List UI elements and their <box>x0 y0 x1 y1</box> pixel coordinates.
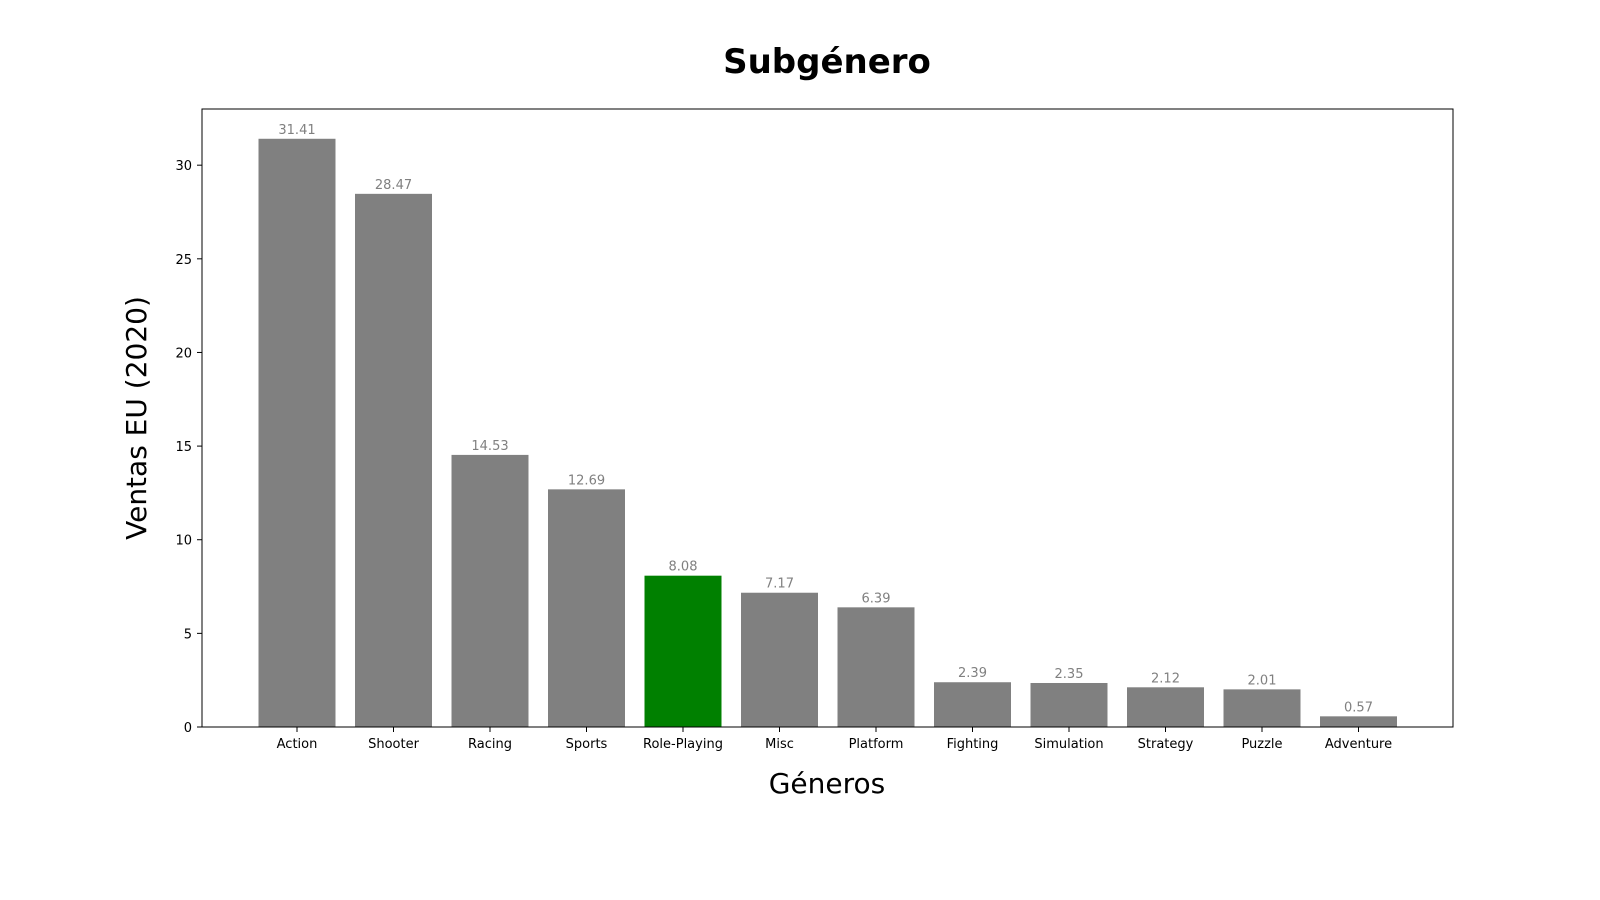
data-label-fighting: 2.39 <box>958 666 987 681</box>
data-label-adventure: 0.57 <box>1344 700 1373 715</box>
y-tick-label-10: 10 <box>175 534 192 549</box>
data-label-platform: 6.39 <box>862 591 891 606</box>
y-axis-label: Ventas EU (2020) <box>120 296 153 540</box>
chart-title: Subgénero <box>723 42 931 82</box>
bar-simulation <box>1030 682 1108 727</box>
data-label-misc: 7.17 <box>765 577 794 592</box>
bar-sports <box>548 489 625 727</box>
x-tick-label-racing: Racing <box>468 737 512 752</box>
x-tick-label-action: Action <box>277 737 318 752</box>
y-tick-label-20: 20 <box>175 346 192 361</box>
bar-racing <box>451 454 529 727</box>
x-tick-label-platform: Platform <box>849 737 904 752</box>
bar-adventure <box>1320 716 1397 727</box>
data-label-racing: 14.53 <box>471 439 508 454</box>
data-label-puzzle: 2.01 <box>1248 673 1277 688</box>
y-axis: 0 5 10 15 20 25 30 <box>175 159 202 736</box>
plot-frame <box>201 108 1454 728</box>
bar-role-playing <box>644 575 722 727</box>
data-label-sports: 12.69 <box>568 473 605 488</box>
x-tick-label-role-playing: Role-Playing <box>643 737 723 752</box>
y-tick-label-30: 30 <box>175 159 192 174</box>
bar-action <box>258 138 336 727</box>
x-axis: Action Shooter Racing Sports Role-Playing Mis… <box>277 727 1392 752</box>
bars-group <box>258 138 1397 728</box>
data-labels-group: 31.41 28.47 14.53 12.69 8.08 7.17 6.39 2.39 2.35… <box>278 123 1373 716</box>
y-tick-label-15: 15 <box>175 440 192 455</box>
bar-platform <box>837 607 915 727</box>
x-tick-label-puzzle: Puzzle <box>1241 737 1282 752</box>
x-tick-label-fighting: Fighting <box>947 737 999 752</box>
x-tick-label-shooter: Shooter <box>368 737 419 752</box>
bar-puzzle <box>1223 689 1301 727</box>
data-label-simulation: 2.35 <box>1055 667 1084 682</box>
data-label-shooter: 28.47 <box>375 178 412 193</box>
x-axis-label: Géneros <box>769 767 886 800</box>
data-label-action: 31.41 <box>278 123 315 138</box>
y-tick-label-0: 0 <box>184 721 192 736</box>
bar-strategy <box>1127 687 1204 727</box>
data-label-role-playing: 8.08 <box>669 560 698 575</box>
y-tick-label-25: 25 <box>175 253 192 268</box>
x-tick-label-sports: Sports <box>566 737 608 752</box>
x-tick-label-simulation: Simulation <box>1034 737 1103 752</box>
bar-fighting <box>934 682 1011 727</box>
bar-shooter <box>355 193 432 728</box>
x-tick-label-adventure: Adventure <box>1325 737 1392 752</box>
data-label-strategy: 2.12 <box>1151 671 1180 686</box>
bar-misc <box>741 592 818 727</box>
x-tick-label-misc: Misc <box>765 737 794 752</box>
y-tick-label-5: 5 <box>184 627 192 642</box>
x-tick-label-strategy: Strategy <box>1138 737 1194 752</box>
